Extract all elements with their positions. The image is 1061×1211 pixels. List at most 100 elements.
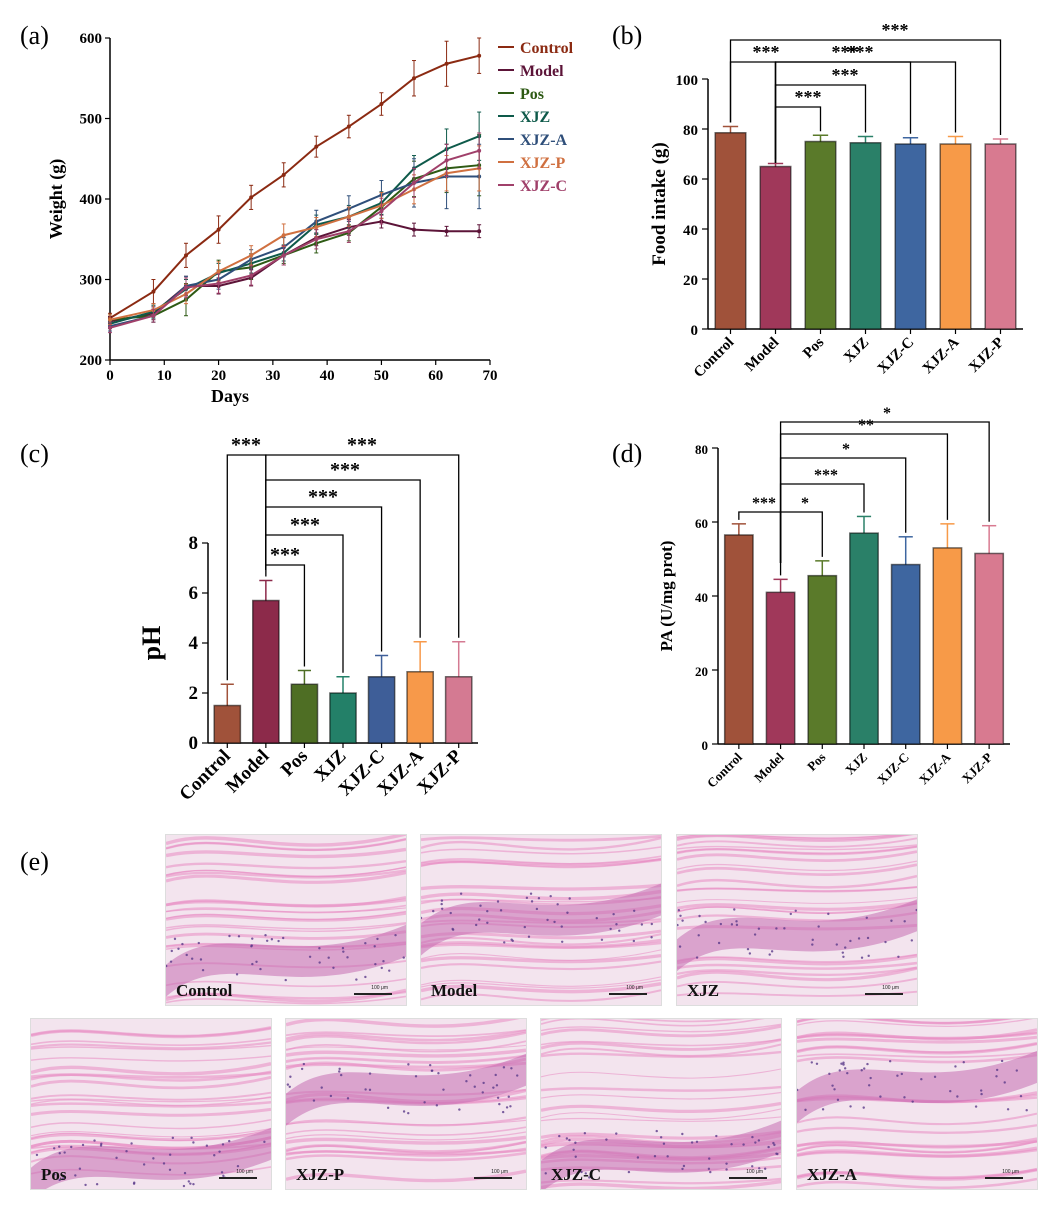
nucleus: [546, 918, 549, 922]
data-point: [108, 317, 112, 322]
nucleus: [423, 1101, 426, 1104]
panel-letter-b: (b): [612, 21, 642, 50]
tissue-fiber: [797, 1148, 1037, 1158]
nucleus: [332, 966, 335, 970]
nucleus: [58, 1152, 61, 1155]
nucleus: [53, 1173, 56, 1176]
tissue-fiber: [421, 941, 661, 949]
nucleus: [430, 1069, 434, 1072]
nucleus: [437, 1072, 440, 1075]
tissue-fiber: [286, 1131, 526, 1141]
nucleus: [259, 967, 262, 971]
y-tick-label: 80: [695, 442, 708, 457]
nucleus: [751, 1135, 754, 1139]
x-tick-label: 60: [428, 368, 443, 384]
data-point: [444, 158, 449, 163]
tissue-fiber: [677, 954, 917, 966]
nucleus: [558, 1134, 561, 1138]
tissue-fiber: [677, 874, 917, 889]
nucleus: [318, 961, 321, 964]
nucleus: [910, 939, 914, 942]
nucleus: [510, 1067, 513, 1070]
tissue-fiber: [797, 1137, 1037, 1149]
nucleus: [821, 1108, 825, 1111]
scale-bar: [985, 1177, 1023, 1179]
histology-image: [166, 835, 406, 1005]
nucleus: [535, 907, 539, 911]
tissue-fiber: [677, 835, 914, 843]
nucleus: [697, 934, 700, 937]
x-tick-label: Control: [691, 335, 737, 381]
tissue-fiber: [677, 860, 917, 872]
nucleus: [583, 1132, 587, 1135]
y-tick-label: 40: [695, 590, 708, 605]
y-tick-label: 300: [80, 273, 103, 289]
nucleus: [888, 1060, 892, 1063]
nucleus: [376, 937, 379, 941]
nucleus: [166, 964, 168, 968]
panel-letter-d: (d): [612, 439, 642, 468]
tissue-fiber: [421, 846, 661, 855]
nucleus: [653, 1154, 657, 1158]
nucleus: [428, 1063, 432, 1067]
nucleus: [632, 939, 636, 943]
nucleus: [492, 1086, 495, 1089]
nucleus: [827, 912, 830, 916]
food-intake-bar-chart: 0 20 40 60 80 100 Control Model Pos XJZ XJZ-C XJZ-A…: [649, 20, 1023, 381]
nucleus: [768, 953, 771, 956]
nucleus: [251, 937, 254, 940]
nucleus: [496, 1096, 500, 1099]
nucleus: [866, 936, 870, 940]
nucleus: [308, 955, 312, 958]
tissue-fiber: [677, 961, 917, 970]
tissue-fiber: [797, 1140, 1037, 1154]
tissue-fiber: [31, 1044, 271, 1051]
data-point: [281, 172, 286, 177]
tissue-fiber: [166, 860, 406, 870]
nucleus: [152, 1157, 155, 1160]
nucleus: [99, 1144, 103, 1147]
x-tick-label: 10: [157, 368, 172, 384]
nucleus: [857, 937, 861, 940]
nucleus: [867, 1084, 871, 1087]
nucleus: [789, 912, 792, 916]
nucleus: [1015, 1069, 1018, 1072]
nucleus: [828, 1072, 831, 1076]
tissue-fiber: [31, 1107, 271, 1117]
nucleus: [600, 938, 604, 941]
nucleus: [368, 1072, 372, 1075]
scale-text: 100 μm: [236, 1169, 253, 1175]
series-xjz-a: [108, 143, 482, 332]
nucleus: [494, 1073, 497, 1077]
nucleus: [678, 945, 682, 948]
nucleus: [327, 956, 330, 959]
nucleus: [751, 1165, 754, 1168]
y-tick-label: 200: [80, 353, 103, 369]
nucleus: [289, 1075, 292, 1078]
nucleus: [717, 941, 721, 945]
tissue-fiber: [541, 1038, 781, 1047]
data-point: [346, 124, 351, 129]
nucleus: [863, 1067, 866, 1070]
nucleus: [949, 1089, 952, 1093]
y-tick-label: 60: [695, 516, 708, 531]
nucleus: [449, 911, 452, 915]
nucleus: [836, 1098, 840, 1102]
nucleus: [84, 1183, 87, 1187]
data-point: [314, 225, 319, 230]
significance-label: ***: [231, 434, 261, 456]
y-axis-title: PA (U/mg prot): [657, 541, 676, 652]
nucleus: [612, 912, 615, 916]
tissue-fiber: [286, 1054, 526, 1063]
nucleus: [544, 1146, 547, 1149]
y-axis-title: Food intake (g): [649, 142, 670, 266]
tissue-fiber: [166, 904, 406, 914]
y-axis-title: pH: [137, 626, 166, 661]
legend-label: Control: [520, 40, 574, 57]
nucleus: [507, 1095, 510, 1098]
legend-label: Model: [520, 63, 564, 80]
nucleus: [962, 1060, 965, 1064]
nucleus: [341, 946, 345, 950]
epithelium-layer: [166, 924, 406, 997]
nucleus: [595, 916, 598, 920]
